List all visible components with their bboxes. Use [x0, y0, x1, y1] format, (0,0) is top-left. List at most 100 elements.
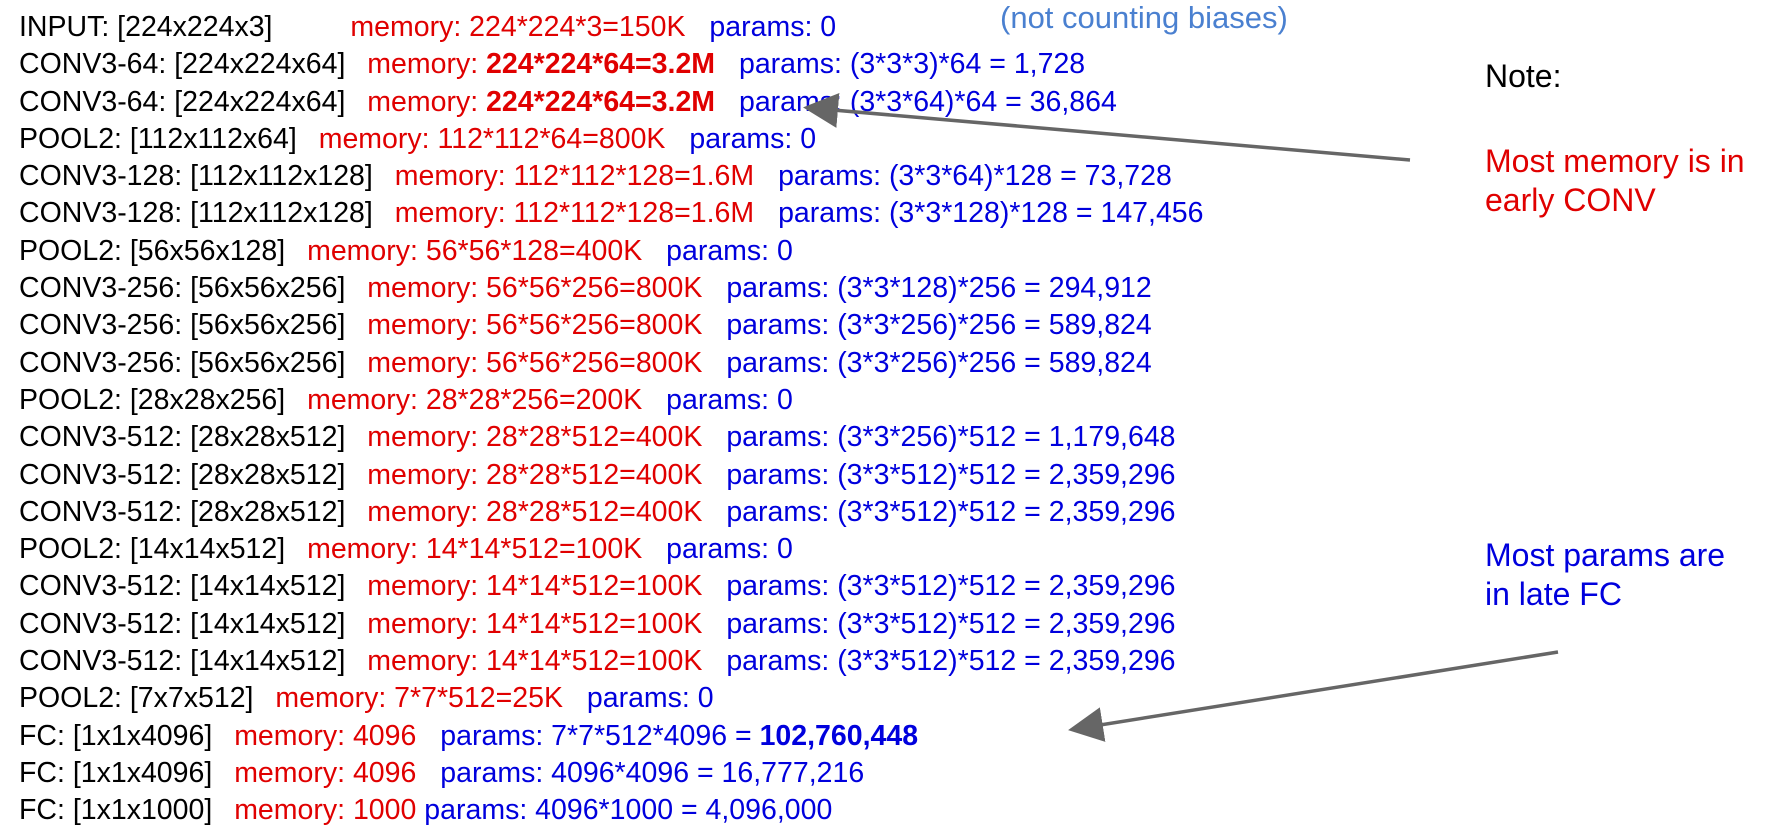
layer-spec: CONV3-512: [14x14x512] [19, 607, 346, 640]
params-label: params: [726, 309, 830, 342]
params-value: (3*3*128)*256 = 294,912 [837, 272, 1152, 305]
memory-label: memory: [367, 458, 479, 491]
params-label: params: [709, 11, 813, 43]
params-label: params: [440, 719, 544, 752]
layer-spec: CONV3-256: [56x56x256] [19, 309, 346, 342]
layer-row-input: INPUT: [224x224x3] memory: 224*224*3=150… [19, 9, 1399, 46]
params-value: (3*3*256)*256 = 589,824 [837, 309, 1152, 342]
memory-label: memory: [275, 682, 387, 715]
memory-value: 28*28*256=200K [425, 383, 643, 416]
params-label: params: [726, 645, 830, 678]
params-label: params: [726, 607, 830, 640]
params-label: params: [586, 682, 690, 715]
memory-label: memory: [307, 383, 418, 416]
layer-spec: POOL2: [14x14x512] [19, 533, 286, 566]
layer-row: CONV3-512: [14x14x512] memory: 14*14*512… [19, 643, 1399, 680]
params-value: (3*3*512)*512 = 2,359,296 [837, 570, 1176, 603]
memory-value: 224*224*64=3.2M [486, 48, 716, 81]
params-note-line: Most params are [1485, 537, 1726, 573]
memory-value: 1000 [352, 794, 417, 827]
layer-spec: CONV3-64: [224x224x64] [19, 85, 346, 118]
layer-row: FC: [1x1x1000] memory: 1000 params: 4096… [19, 792, 1399, 829]
note-label: Note: [1485, 58, 1562, 94]
memory-label: memory: [367, 570, 479, 603]
params-value: (3*3*3)*64 = 1,728 [849, 48, 1086, 81]
params-label: params: [689, 122, 793, 155]
memory-label: memory: [234, 756, 346, 789]
layer-row: FC: [1x1x4096] memory: 4096 params: 7*7*… [19, 718, 1399, 755]
layer-row: POOL2: [28x28x256] memory: 28*28*256=200… [19, 382, 1399, 419]
memory-value: 56*56*256=800K [486, 309, 703, 342]
params-arrow [1068, 650, 1559, 742]
memory-label: memory: [307, 234, 418, 267]
params-label: params: [726, 458, 830, 491]
layer-spec: FC: [1x1x4096] [19, 756, 213, 789]
memory-label: memory: [367, 85, 479, 118]
params-note-line: in late FC [1485, 576, 1622, 612]
memory-value: 14*14*512=100K [486, 570, 703, 603]
memory-note: Most memory is in early CONV [1485, 142, 1785, 220]
layer-row: CONV3-64: [224x224x64] memory: 224*224*6… [19, 46, 1399, 83]
params-value: (3*3*512)*512 = 2,359,296 [837, 607, 1176, 640]
memory-arrow [803, 92, 1411, 162]
layer-spec: POOL2: [56x56x128] [19, 234, 286, 267]
layer-spec: INPUT: [224x224x3] [19, 11, 273, 43]
layer-spec: CONV3-512: [14x14x512] [19, 570, 346, 603]
params-label: params: [726, 272, 830, 305]
memory-value: 56*56*256=800K [486, 346, 703, 379]
memory-label: memory: [367, 495, 479, 528]
params-value: 0 [777, 383, 793, 416]
memory-label: memory: [307, 533, 418, 566]
params-value: (3*3*512)*512 = 2,359,296 [837, 458, 1176, 491]
layer-spec: CONV3-512: [28x28x512] [19, 495, 346, 528]
memory-value: 14*14*512=100K [486, 607, 703, 640]
layer-row: POOL2: [7x7x512] memory: 7*7*512=25K par… [19, 680, 1399, 717]
memory-label: memory: [318, 122, 430, 155]
memory-label: memory: [367, 48, 479, 81]
layer-spec: CONV3-256: [56x56x256] [19, 346, 346, 379]
memory-label: memory: [234, 719, 346, 752]
layer-spec: POOL2: [7x7x512] [19, 682, 254, 715]
params-value: (3*3*256)*256 = 589,824 [837, 346, 1152, 379]
memory-value: 112*112*128=1.6M [513, 197, 755, 230]
params-label: params: [666, 383, 770, 416]
memory-label: memory: [394, 160, 506, 193]
layer-spec: CONV3-128: [112x112x128] [19, 197, 373, 230]
layer-row: CONV3-256: [56x56x256] memory: 56*56*256… [19, 307, 1399, 344]
memory-value: 224*224*3=150K [469, 11, 686, 43]
params-value: 7*7*512*4096 = [551, 719, 760, 752]
layer-row: CONV3-512: [14x14x512] memory: 14*14*512… [19, 606, 1399, 643]
layer-row: CONV3-512: [28x28x512] memory: 28*28*512… [19, 457, 1399, 494]
params-label: params: [778, 197, 882, 230]
layer-row: CONV3-128: [112x112x128] memory: 112*112… [19, 195, 1399, 232]
layer-row: CONV3-64: [224x224x64] memory: 224*224*6… [19, 84, 1399, 121]
params-value: (3*3*256)*512 = 1,179,648 [837, 421, 1176, 454]
params-label: params: [666, 533, 770, 566]
memory-value: 28*28*512=400K [486, 495, 703, 528]
params-label: params: [726, 570, 830, 603]
layer-spec: CONV3-512: [14x14x512] [19, 645, 346, 678]
params-value: 0 [777, 234, 793, 267]
memory-label: memory: [367, 346, 479, 379]
layer-row: CONV3-512: [14x14x512] memory: 14*14*512… [19, 568, 1399, 605]
params-label: params: [778, 160, 882, 193]
layer-row: POOL2: [56x56x128] memory: 56*56*128=400… [19, 233, 1399, 270]
memory-value: 4096 [352, 719, 417, 752]
memory-value: 4096 [352, 756, 417, 789]
memory-label: memory: [367, 272, 479, 305]
layer-row: CONV3-256: [56x56x256] memory: 56*56*256… [19, 270, 1399, 307]
params-value: (3*3*128)*128 = 147,456 [888, 197, 1204, 230]
memory-value: 224*224*64=3.2M [486, 85, 716, 118]
layer-spec: POOL2: [28x28x256] [19, 383, 286, 416]
memory-value: 14*14*512=100K [486, 645, 703, 678]
layer-spec: POOL2: [112x112x64] [19, 122, 297, 155]
layer-row: CONV3-512: [28x28x512] memory: 28*28*512… [19, 494, 1399, 531]
params-value: 0 [800, 122, 817, 155]
memory-value: 28*28*512=400K [486, 458, 703, 491]
memory-value: 112*112*64=800K [437, 122, 666, 155]
memory-value: 112*112*128=1.6M [513, 160, 755, 193]
layer-spec: CONV3-512: [28x28x512] [19, 458, 346, 491]
layer-row: CONV3-512: [28x28x512] memory: 28*28*512… [19, 419, 1399, 456]
biases-note: (not counting biases) [1000, 0, 1288, 35]
